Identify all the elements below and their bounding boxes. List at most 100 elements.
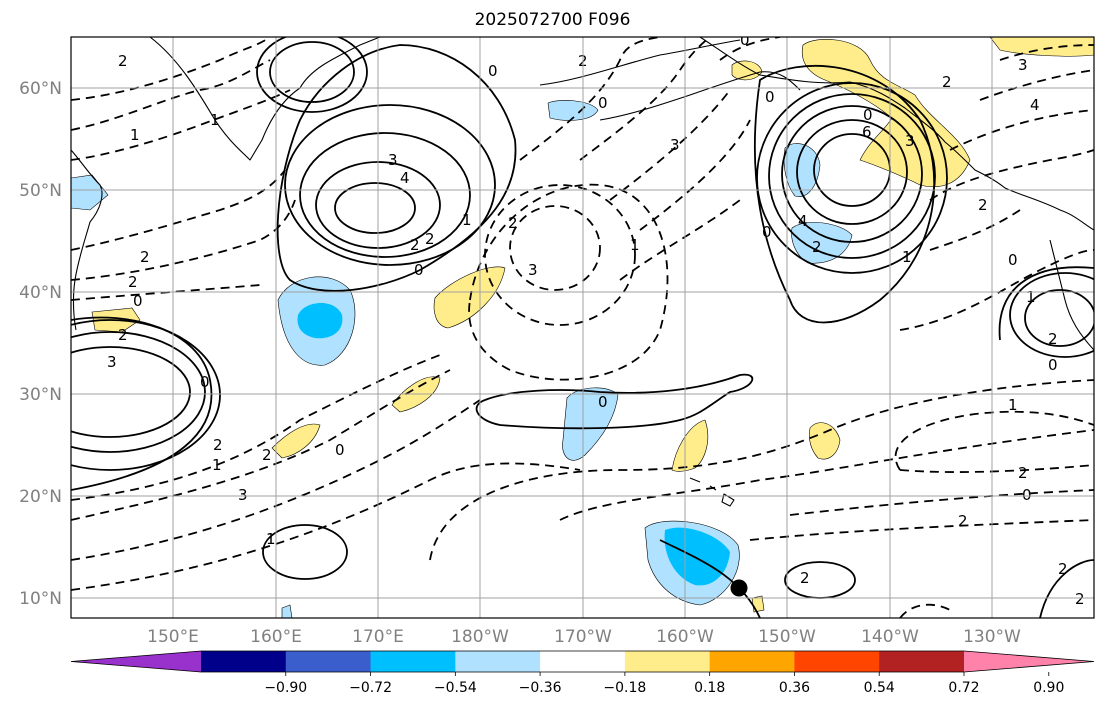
contour-dashed — [999, 44, 1094, 61]
contour-dashed — [71, 199, 296, 281]
contour-solid — [334, 182, 416, 234]
lon-label: 150°E — [147, 627, 199, 647]
contour-label: 1 — [630, 236, 640, 254]
negative-anomaly-area — [791, 222, 853, 264]
negative-anomaly-core — [664, 527, 730, 586]
colorbar-tick-label: 0.72 — [948, 680, 979, 696]
contour-label: 2 — [812, 238, 822, 256]
contour-solid — [753, 65, 935, 324]
colorbar-tick-label: 0.90 — [1033, 680, 1064, 696]
colorbar: −0.90 −0.72 −0.54 −0.36 −0.18 0.18 0.36 0.54 0.7… — [70, 650, 1095, 696]
contour-dashed — [639, 119, 751, 231]
contour-dashed — [519, 37, 661, 161]
lon-label: 170°W — [554, 627, 612, 647]
colorbar-segment — [794, 651, 880, 672]
contour-dashed — [468, 183, 669, 381]
contour-label: 2 — [1018, 464, 1028, 482]
contour-label: 3 — [905, 132, 915, 150]
contour-label: 0 — [598, 393, 608, 411]
contour-dashed — [71, 37, 271, 101]
contour-label: 2 — [958, 512, 968, 530]
coastline-british-columbia — [1049, 239, 1094, 351]
longitude-labels: 150°E 160°E 170°E 180°W 170°W 160°W 150°… — [147, 627, 1021, 647]
contour-label: 2 — [262, 446, 272, 464]
contour-label: 2 — [425, 230, 435, 248]
contour-solid — [1024, 289, 1094, 347]
colorbar-segment — [285, 651, 372, 672]
colorbar-extend-min — [71, 651, 201, 672]
graticule — [71, 37, 1094, 618]
contour-label: 3 — [528, 261, 538, 279]
contour-label-group: 2 1 3 4 2 1 2 0 2 3 0 0 2 2 1 0 3 2 0 2 … — [107, 31, 1085, 608]
contour-dashed — [71, 169, 286, 251]
contour-solid — [659, 539, 761, 618]
contour-label: 2 — [1048, 330, 1058, 348]
colorbar-segment — [624, 651, 711, 672]
colorbar-tick-label: −0.90 — [264, 680, 307, 696]
contour-label: 1 — [130, 126, 140, 144]
lat-label: 40°N — [19, 283, 62, 303]
positive-anomaly-area — [809, 422, 841, 460]
contour-label: 2 — [140, 248, 150, 266]
contour-label: 3 — [107, 353, 117, 371]
contour-dashed — [71, 462, 581, 591]
contour-label: 6 — [862, 123, 872, 141]
contour-dashed — [579, 37, 711, 161]
contour-solid — [1039, 559, 1094, 618]
contour-dashed — [609, 89, 731, 201]
lon-label: 160°W — [656, 627, 714, 647]
lat-label: 60°N — [19, 79, 62, 99]
colorbar-segment — [455, 651, 541, 672]
colorbar-tick-label: −0.72 — [349, 680, 392, 696]
contour-label: 0 — [762, 223, 772, 241]
colorbar-tick-label: −0.36 — [519, 680, 562, 696]
contour-solid — [1009, 272, 1094, 358]
contour-dashed — [71, 354, 441, 501]
contour-solid — [475, 373, 754, 430]
colorbar-tick-label: 0.54 — [864, 680, 895, 696]
contour-solid — [998, 266, 1094, 341]
colorbar-tick-label: −0.54 — [434, 680, 477, 696]
colorbar-outline — [70, 650, 1095, 673]
contour-dashed — [71, 89, 291, 161]
contour-label: 0 — [414, 261, 424, 279]
lon-label: 170°E — [352, 627, 404, 647]
contour-label: 3 — [238, 486, 248, 504]
positive-anomaly-area — [271, 423, 321, 459]
contour-dashed — [559, 429, 1094, 521]
shaded-anomalies — [71, 37, 1094, 618]
contour-solid — [299, 132, 471, 258]
storm-position-marker — [730, 579, 748, 597]
lon-label: 130°W — [963, 627, 1021, 647]
contour-label: 1 — [266, 530, 276, 548]
contour-label: 1 — [210, 111, 220, 129]
contour-dashed — [509, 205, 601, 291]
contour-dashed — [619, 199, 741, 281]
contour-label: 0 — [863, 106, 873, 124]
contour-solid — [796, 119, 908, 225]
lat-label: 20°N — [19, 487, 62, 507]
contour-label: 2 — [128, 273, 138, 291]
contour-label: 3 — [388, 151, 398, 169]
contour-label: 0 — [1048, 356, 1058, 374]
contour-dashed — [899, 603, 951, 618]
contour-solid — [768, 93, 936, 259]
contour-label: 2 — [118, 52, 128, 70]
colorbar-extend-max — [964, 651, 1094, 672]
contour-label: 2 — [1075, 590, 1085, 608]
contour-solid — [71, 316, 213, 491]
colorbar-tick-label: −0.18 — [603, 680, 646, 696]
contour-label: 4 — [400, 169, 410, 187]
contour-dashed — [979, 69, 1094, 101]
contour-label: 0 — [740, 31, 750, 49]
negative-anomaly-area — [562, 387, 619, 461]
contour-label: 1 — [1026, 288, 1036, 306]
map-title: 2025072700 F096 — [474, 10, 631, 30]
negative-anomaly-core — [297, 302, 343, 339]
contour-dashed — [899, 249, 1094, 331]
contour-solid — [262, 524, 348, 580]
contour-dashed — [719, 37, 781, 61]
contour-label: 2 — [213, 436, 223, 454]
colorbar-tick-label: 0.18 — [694, 680, 725, 696]
